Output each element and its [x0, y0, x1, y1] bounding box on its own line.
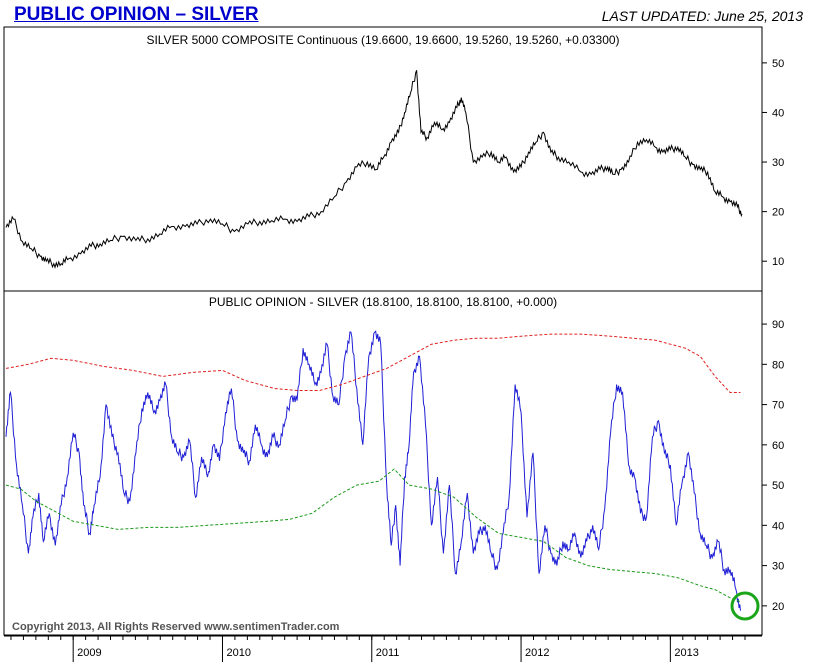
price-y-tick-label: 10 [772, 256, 784, 268]
opinion-y-tick-label: 60 [772, 440, 784, 452]
opinion-y-tick-label: 70 [772, 400, 784, 412]
x-year-label: 2013 [674, 647, 698, 659]
opinion-panel: 20 30 40 50 60 70 80 90 [5, 319, 784, 613]
price-panel-title: SILVER 5000 COMPOSITE Continuous (19.660… [146, 33, 619, 47]
price-y-tick-label: 20 [772, 207, 784, 219]
x-axis: 2009 2010 2011 2012 2013 [10, 636, 746, 662]
opinion-y-tick-label: 20 [772, 601, 784, 613]
copyright-text: Copyright 2013, All Rights Reserved www.… [12, 621, 340, 633]
chart-frame [3, 26, 763, 636]
price-y-tick-label: 50 [772, 58, 784, 70]
latest-value-highlight-circle [730, 591, 760, 621]
opinion-y-tick-label: 90 [772, 319, 784, 331]
price-y-tick-label: 30 [772, 157, 784, 169]
opinion-series-2-line [5, 468, 741, 603]
last-updated-label: LAST UPDATED: June 25, 2013 [601, 8, 803, 24]
x-year-label: 2011 [376, 647, 400, 659]
opinion-y-tick-label: 40 [772, 520, 784, 532]
opinion-y-tick-label: 80 [772, 359, 784, 371]
opinion-y-tick-label: 50 [772, 480, 784, 492]
price-y-tick-label: 40 [772, 107, 784, 119]
opinion-y-tick-label: 30 [772, 561, 784, 573]
price-series-0-line [5, 70, 743, 269]
x-year-label: 2012 [525, 647, 549, 659]
x-year-label: 2010 [226, 647, 250, 659]
page-title-link[interactable]: PUBLIC OPINION – SILVER [14, 4, 259, 25]
opinion-series-0-line [5, 330, 741, 611]
price-panel: 10 20 30 40 50 [5, 58, 784, 269]
opinion-panel-title: PUBLIC OPINION - SILVER (18.8100, 18.810… [209, 295, 557, 309]
x-year-label: 2009 [77, 647, 101, 659]
